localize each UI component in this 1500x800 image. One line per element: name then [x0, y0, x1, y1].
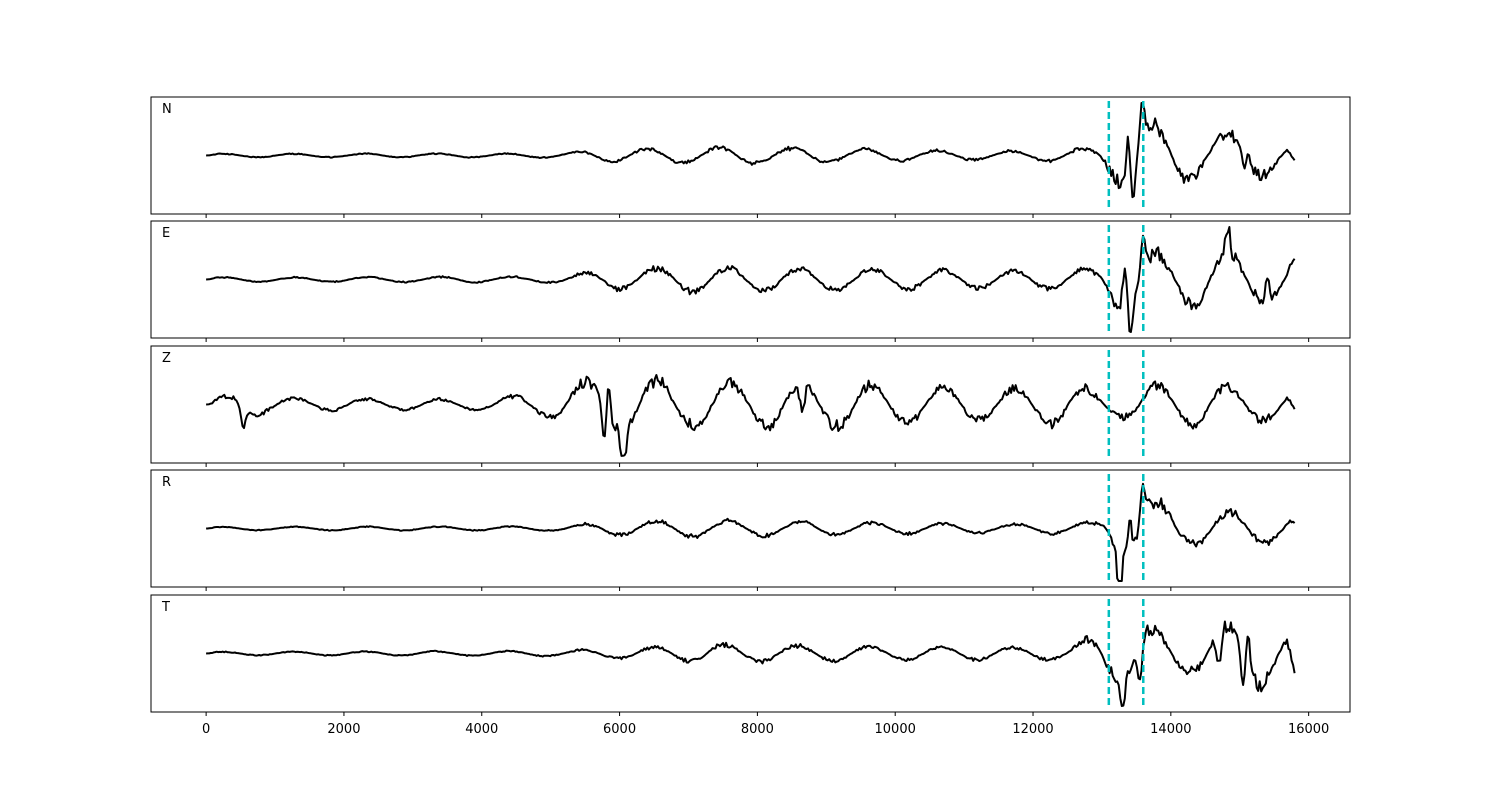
component-label: R — [162, 475, 171, 490]
x-axis: 0 2000 4000 6000 8000 10000 12000 14000 16000 — [202, 722, 1329, 737]
x-tick-label: 8000 — [741, 722, 774, 737]
waveform-trace — [206, 226, 1296, 333]
panel-t: T — [150, 594, 1351, 716]
panel-e: E — [150, 220, 1351, 342]
panel-frame — [150, 96, 1351, 215]
panel-frame — [150, 220, 1351, 339]
x-tick-label: 10000 — [875, 722, 916, 737]
component-label: T — [161, 600, 170, 615]
component-label: Z — [162, 351, 171, 366]
panel-r: R — [150, 469, 1351, 591]
waveform-trace — [206, 620, 1296, 707]
waveform-trace — [206, 102, 1296, 199]
component-label: N — [162, 102, 172, 117]
panel-z: Z — [150, 345, 1351, 467]
x-tick-label: 14000 — [1150, 722, 1191, 737]
panel-frame — [150, 345, 1351, 464]
panel-n: N — [150, 96, 1351, 218]
x-tick-label: 12000 — [1012, 722, 1053, 737]
panel-frame — [150, 594, 1351, 713]
x-tick-label: 6000 — [603, 722, 636, 737]
waveform-trace — [206, 482, 1296, 582]
x-tick-label: 16000 — [1288, 722, 1329, 737]
panel-frame — [150, 469, 1351, 588]
x-tick-label: 4000 — [465, 722, 498, 737]
x-tick-label: 0 — [202, 722, 210, 737]
x-tick-label: 2000 — [327, 722, 360, 737]
waveform-trace — [206, 374, 1296, 457]
component-label: E — [162, 226, 170, 241]
panels-group: N E Z R T — [150, 96, 1351, 716]
